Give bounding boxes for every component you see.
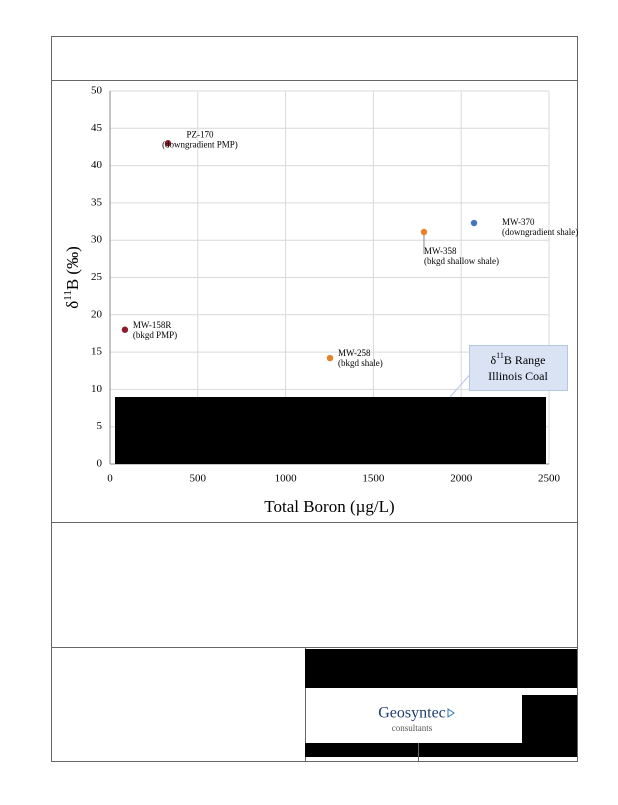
redaction [522,695,577,757]
text-part: B Range [504,353,546,367]
callout-text: δ11B Range [490,351,545,367]
y-tick-label: 0 [97,458,103,470]
point [121,326,129,333]
logo-subtitle: consultants [392,723,433,733]
y-tick-label: 20 [91,308,103,320]
x-tick-label: 2000 [450,473,473,485]
y-tick-label: 15 [91,346,103,358]
text-part: δ [490,353,496,367]
point [164,140,172,147]
point [420,228,428,236]
logo-mark [447,708,455,718]
point-label: PZ-170 [186,129,214,139]
x-tick-label: 500 [190,473,207,485]
y-tick-label: 35 [91,196,103,208]
point-label: MW-258 [338,348,371,358]
point-label: MW-158R [133,320,172,330]
point-label: (downgradient PMP) [162,139,238,149]
x-tick-label: 2500 [538,473,561,485]
text-part: δ [63,301,82,309]
x-tick-label: 1500 [362,473,385,485]
point-label: (downgradient shale) [502,227,578,237]
point [326,354,334,362]
point-label: (bkgd shallow shale) [424,256,499,266]
point-label: (bkgd shale) [338,358,383,368]
y-tick-label: 40 [91,159,103,171]
callout-box [469,345,568,391]
callout-text: Illinois Coal [488,369,548,383]
text-part: B (‰) [63,246,82,290]
y-tick-label: 25 [91,271,103,283]
y-tick-label: 10 [91,383,103,395]
x-tick-label: 1000 [275,473,298,485]
text-part: 11 [62,290,74,301]
point-label: MW-370 [502,217,535,227]
logo: Geosyntec [378,705,446,722]
x-axis-title: Total Boron (µg/L) [264,497,394,516]
redaction [305,649,577,688]
redaction [305,743,522,757]
frame [51,36,578,762]
y-tick-label: 45 [91,122,103,134]
y-tick-label: 5 [97,420,103,432]
y-tick-label: 30 [91,234,103,246]
y-tick-label: 50 [91,85,103,97]
text-part: 11 [496,351,504,360]
y-axis-title: δ11B (‰) [62,246,82,309]
x-tick-label: 0 [107,473,113,485]
point-label: (bkgd PMP) [133,330,177,340]
point-label: MW-358 [424,246,457,256]
point [470,219,478,227]
redaction [115,397,546,464]
